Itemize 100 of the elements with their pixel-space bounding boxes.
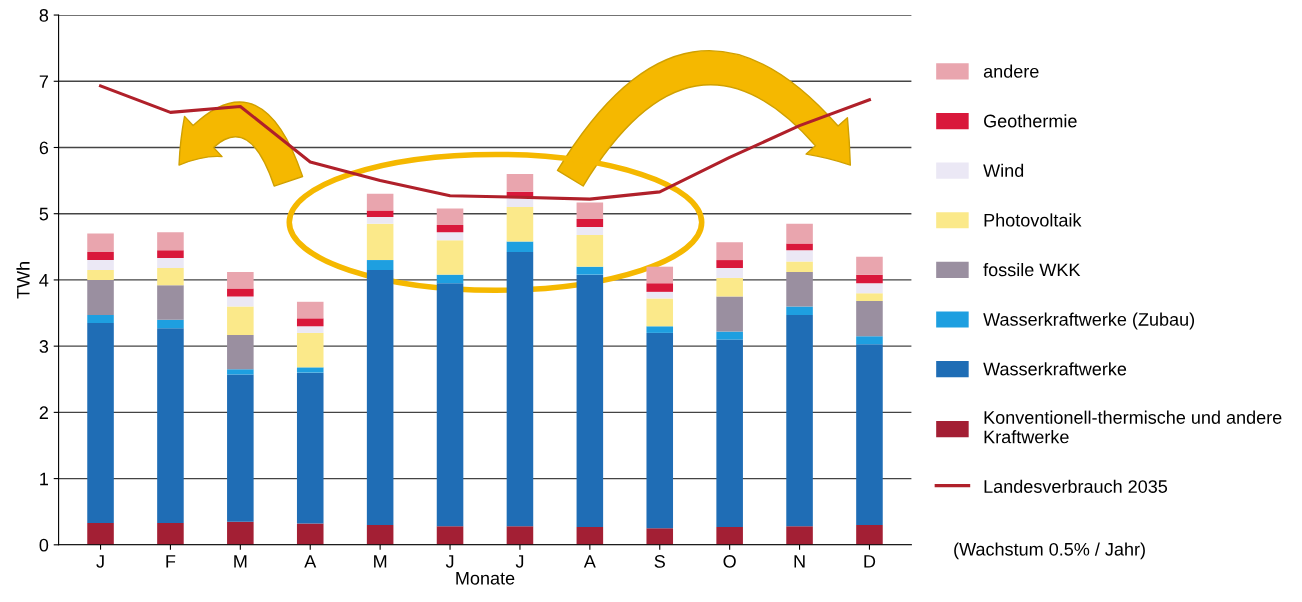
bar: [856, 283, 883, 294]
bar: [366, 260, 394, 270]
bar: [576, 234, 604, 267]
bar: [646, 291, 674, 299]
bar: [296, 367, 324, 373]
bar: [87, 522, 114, 545]
bar: [786, 526, 813, 545]
bar: [716, 296, 743, 332]
bar: [87, 233, 114, 253]
bar: [436, 274, 464, 284]
bar: [576, 274, 604, 527]
x-tick-label: A: [304, 555, 317, 568]
x-axis-title: Monate: [456, 572, 515, 585]
bar: [786, 243, 813, 251]
bar: [227, 374, 254, 522]
y-tick-label: 4: [39, 274, 49, 287]
bar: [296, 523, 324, 545]
bar: [576, 219, 604, 227]
bar: [716, 526, 743, 545]
x-tick-label: M: [234, 555, 247, 568]
bar: [157, 232, 184, 251]
bar: [227, 521, 254, 545]
bar: [506, 526, 534, 545]
bar: [646, 528, 674, 545]
bar: [296, 372, 324, 524]
y-tick-label: 7: [39, 75, 48, 88]
bar: [506, 241, 534, 253]
legend-label: Geothermie: [984, 114, 1077, 128]
bar: [366, 270, 394, 525]
line-series: [99, 84, 871, 201]
x-tick-label: J: [96, 555, 104, 568]
bar: [786, 261, 813, 272]
bar: [856, 256, 883, 275]
bar: [366, 223, 394, 261]
legend-label: andere: [983, 64, 1039, 78]
legend-label: Landesverbrauch 2035: [984, 479, 1168, 493]
bar: [296, 301, 324, 319]
bar: [716, 331, 743, 340]
bar: [576, 226, 604, 235]
y-tick-label: 6: [39, 141, 49, 155]
bar: [716, 268, 743, 278]
bar: [157, 328, 184, 523]
bar: [786, 223, 813, 244]
bar: [227, 288, 254, 297]
x-tick-label: J: [445, 555, 454, 568]
bar: [576, 266, 604, 275]
bar: [157, 250, 184, 259]
bar: [436, 283, 464, 527]
x-tick-label: F: [166, 555, 176, 568]
x-tick-label: S: [654, 555, 665, 568]
bar: [716, 339, 743, 527]
bar: [716, 260, 743, 269]
bar: [227, 296, 254, 307]
legend-label: Konventionell-thermische und andere Kraftwerke: [984, 410, 1282, 444]
bar: [646, 283, 674, 292]
y-tick-label: 0: [39, 538, 49, 552]
bar: [157, 268, 184, 286]
bar: [786, 250, 813, 262]
y-tick-label: 8: [39, 8, 49, 22]
bar: [786, 271, 813, 307]
bar: [87, 315, 114, 323]
bar: [87, 270, 114, 280]
x-tick-label: J: [515, 555, 524, 568]
bar: [856, 274, 883, 284]
bar: [646, 332, 674, 529]
bar: [506, 207, 534, 242]
x-tick-label: M: [374, 555, 387, 568]
bar: [436, 526, 464, 545]
bar: [646, 266, 674, 284]
bar: [366, 524, 394, 545]
bar: [157, 522, 184, 545]
bar: [506, 252, 534, 527]
bar: [87, 260, 114, 270]
bar: [87, 322, 114, 523]
y-tick-label: 1: [40, 472, 48, 486]
bar: [296, 318, 324, 327]
bar: [716, 277, 743, 297]
bar: [576, 202, 604, 220]
bar: [646, 326, 674, 333]
x-tick-label: A: [583, 555, 596, 568]
bar: [157, 258, 184, 269]
bar: [436, 208, 464, 225]
legend-label: Wind: [983, 163, 1024, 178]
y-tick-label: 3: [39, 340, 49, 353]
bar: [856, 293, 883, 302]
bar: [87, 279, 114, 316]
legend-label: Wasserkraftwerke (Zubau): [983, 312, 1195, 330]
bar: [366, 193, 394, 211]
bar: [786, 315, 813, 527]
text: (Wachstum 0.5% / Jahr): [954, 542, 1145, 560]
bar: [716, 242, 743, 261]
bar: [856, 344, 883, 525]
bar: [227, 369, 254, 375]
x-tick-label: D: [864, 555, 876, 568]
bar: [646, 298, 674, 327]
bar: [856, 301, 883, 337]
bar: [157, 319, 184, 329]
bar: [296, 326, 324, 333]
bar: [576, 526, 604, 545]
bar: [856, 524, 883, 545]
